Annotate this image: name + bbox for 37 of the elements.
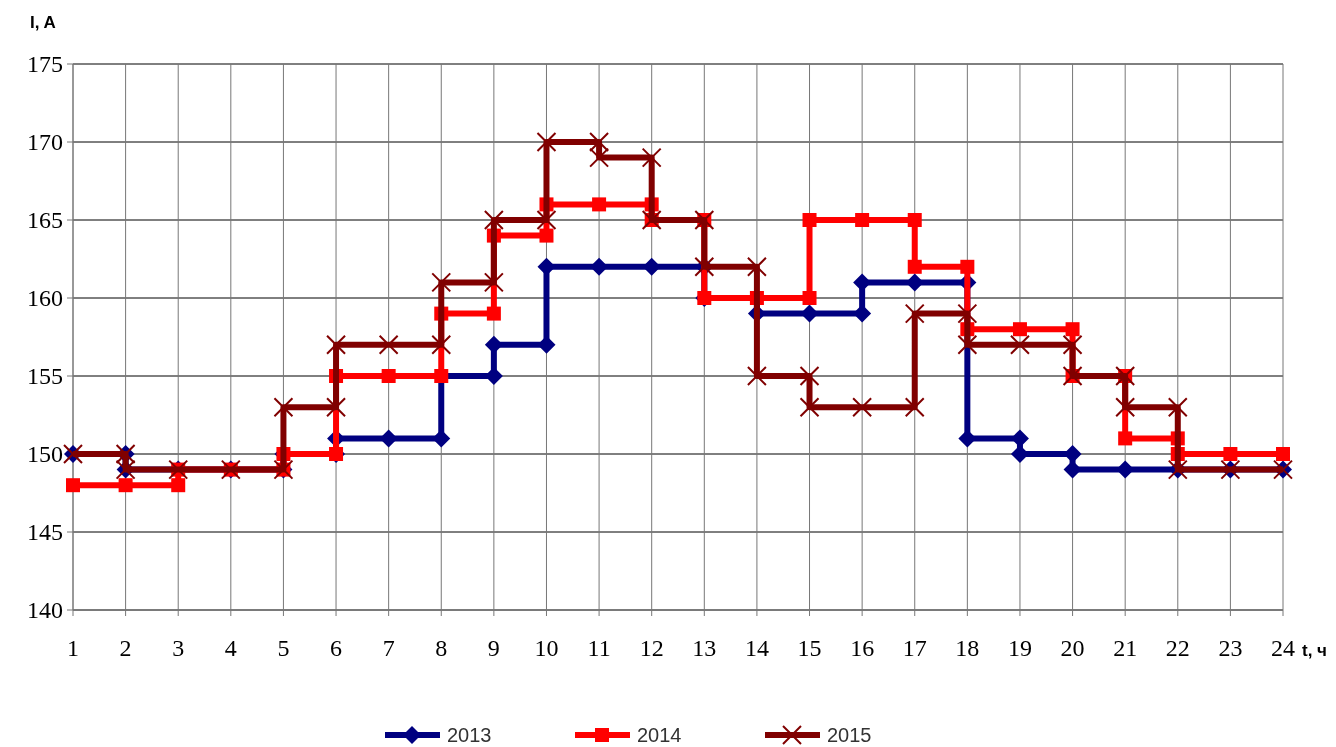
y-tick-label: 145 bbox=[27, 519, 63, 546]
x-tick-label: 10 bbox=[534, 635, 559, 661]
x-tick-label: 9 bbox=[487, 635, 500, 661]
x-tick-label: 4 bbox=[224, 635, 237, 661]
x-tick-label: 2 bbox=[119, 635, 132, 661]
legend-label: 2014 bbox=[637, 724, 682, 746]
x-tick-label: 8 bbox=[435, 635, 448, 661]
x-tick-label: 11 bbox=[587, 635, 611, 661]
x-tick-label: 19 bbox=[1007, 635, 1032, 661]
x-tick-label: 15 bbox=[797, 635, 822, 661]
x-tick-label: 12 bbox=[639, 635, 664, 661]
x-axis-title: t, ч bbox=[1302, 641, 1327, 660]
x-tick-label: 16 bbox=[850, 635, 875, 661]
x-tick-label: 14 bbox=[744, 635, 769, 661]
x-tick-label: 17 bbox=[902, 635, 927, 661]
x-tick-label: 24 bbox=[1271, 635, 1295, 661]
x-tick-label: 5 bbox=[277, 635, 290, 661]
y-tick-label: 165 bbox=[27, 207, 63, 234]
x-tick-label: 1 bbox=[67, 635, 79, 661]
x-tick-label: 6 bbox=[330, 635, 343, 661]
y-axis-title: I, A bbox=[30, 13, 56, 32]
y-tick-label: 170 bbox=[27, 129, 63, 156]
y-tick-label: 160 bbox=[27, 285, 63, 312]
x-tick-label: 22 bbox=[1165, 635, 1190, 661]
y-tick-label: 175 bbox=[27, 51, 63, 78]
y-tick-label: 155 bbox=[27, 363, 63, 390]
legend-label: 2013 bbox=[447, 724, 492, 746]
x-tick-label: 3 bbox=[172, 635, 185, 661]
y-tick-label: 140 bbox=[27, 597, 63, 624]
x-tick-label: 18 bbox=[955, 635, 980, 661]
x-tick-label: 23 bbox=[1218, 635, 1243, 661]
y-tick-label: 150 bbox=[27, 441, 63, 468]
x-tick-label: 7 bbox=[382, 635, 395, 661]
x-tick-label: 20 bbox=[1060, 635, 1085, 661]
legend-label: 2015 bbox=[827, 724, 872, 746]
x-tick-label: 21 bbox=[1113, 635, 1138, 661]
x-tick-label: 13 bbox=[692, 635, 717, 661]
